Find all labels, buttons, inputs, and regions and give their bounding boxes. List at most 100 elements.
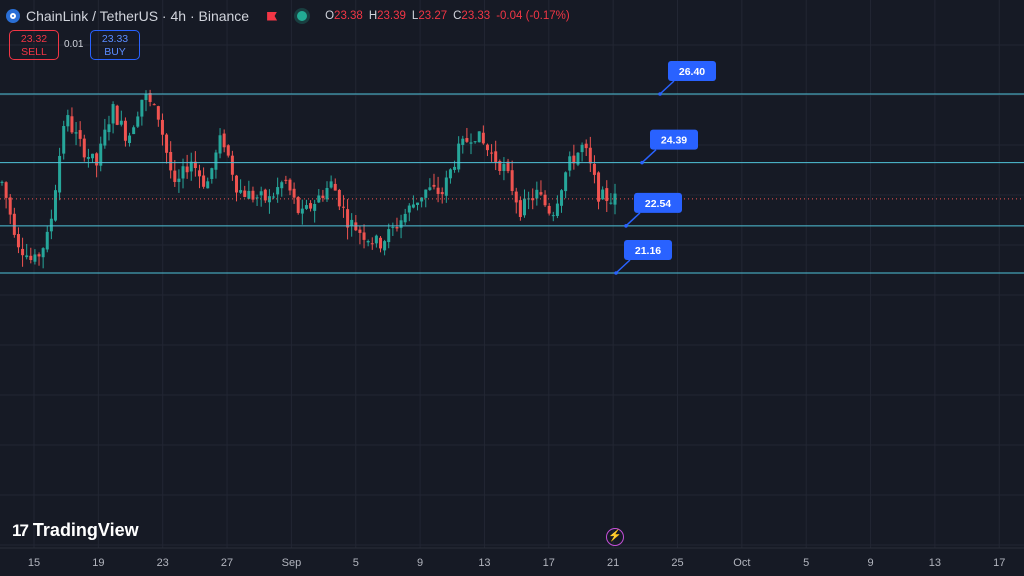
candle-body — [481, 132, 485, 144]
candle-body — [547, 205, 551, 214]
candle-body — [255, 197, 259, 199]
candle-body — [461, 138, 465, 145]
candle-body — [366, 240, 370, 243]
candle-body — [304, 205, 308, 209]
level-callout-label: 21.16 — [635, 245, 661, 257]
candle-body — [387, 229, 391, 243]
candle-body — [428, 187, 432, 190]
candle-body — [436, 187, 440, 194]
candle-body — [49, 218, 53, 232]
candle-body — [494, 151, 498, 163]
candle-body — [74, 132, 78, 134]
candle-body — [601, 189, 605, 200]
candle-body — [543, 194, 547, 206]
candle-body — [317, 195, 321, 203]
x-tick-label: Sep — [282, 557, 302, 569]
candlestick-series — [0, 89, 617, 269]
candle-body — [477, 131, 481, 143]
candle-body — [395, 227, 399, 229]
candle-body — [572, 155, 576, 164]
lightning-icon[interactable]: ⚡ — [606, 528, 624, 546]
candle-body — [374, 235, 378, 244]
candle-body — [95, 153, 99, 166]
candle-body — [502, 164, 506, 171]
candle-body — [247, 190, 251, 199]
callout-anchor — [658, 92, 662, 96]
candle-body — [296, 197, 300, 213]
candle-body — [16, 234, 20, 248]
tradingview-logo-icon: 17 — [12, 520, 29, 540]
candle-body — [362, 232, 366, 240]
candle-body — [123, 120, 127, 141]
x-tick-label: 15 — [28, 557, 40, 569]
candle-body — [152, 104, 156, 106]
sell-price: 23.32 — [20, 33, 48, 45]
candle-body — [53, 190, 57, 221]
x-tick-label: 21 — [607, 557, 619, 569]
x-tick-label: 19 — [92, 557, 104, 569]
callout-connector — [641, 149, 657, 164]
candle-body — [568, 156, 572, 171]
candle-body — [206, 181, 210, 189]
time-axis: 15 19 23 27 Sep 5 9 13 17 21 25 Oct 5 9 13 17 — [0, 547, 1024, 569]
candle-body — [62, 126, 66, 154]
candle-body — [564, 172, 568, 192]
sell-button[interactable]: 23.32 SELL — [9, 30, 59, 60]
symbol-title[interactable]: ChainLink / TetherUS · 4h · Binance — [26, 8, 250, 24]
candle-body — [267, 196, 271, 203]
candle-body — [551, 215, 555, 217]
candle-body — [288, 179, 292, 191]
buy-price: 23.33 — [101, 33, 129, 45]
candle-body — [292, 188, 296, 198]
flag-icon[interactable] — [267, 11, 278, 21]
candle-body — [576, 152, 580, 165]
candle-body — [222, 133, 226, 148]
candle-body — [321, 195, 325, 199]
candle-body — [383, 241, 387, 251]
candle-body — [37, 254, 41, 257]
ohlc-readout: O23.38 H23.39 L23.27 C23.33 -0.04 (-0.17… — [325, 10, 570, 22]
candle-body — [107, 124, 111, 133]
candle-body — [333, 183, 337, 191]
candle-body — [165, 134, 169, 153]
candle-body — [584, 143, 588, 149]
candle-body — [144, 94, 148, 101]
candle-body — [522, 198, 526, 216]
x-tick-label: 9 — [867, 557, 873, 569]
buy-button[interactable]: 23.33 BUY — [90, 30, 140, 60]
x-tick-label: 13 — [478, 557, 490, 569]
candle-body — [341, 206, 345, 208]
candle-body — [173, 170, 177, 182]
candle-body — [399, 220, 403, 228]
candle-body — [337, 189, 341, 207]
candle-body — [592, 163, 596, 175]
x-tick-label: 17 — [543, 557, 555, 569]
candle-body — [169, 151, 173, 171]
candle-body — [78, 130, 82, 139]
candle-body — [8, 197, 12, 215]
candle-body — [189, 161, 193, 172]
x-tick-label: 23 — [157, 557, 169, 569]
candle-body — [424, 189, 428, 198]
candle-body — [514, 191, 518, 203]
candle-body — [132, 127, 136, 135]
candle-body — [465, 138, 469, 142]
candle-body — [272, 196, 276, 198]
candle-body — [33, 254, 37, 262]
candle-body — [239, 190, 243, 193]
candle-body — [370, 243, 374, 245]
level-callout — [650, 129, 698, 150]
tradingview-logo[interactable]: 17 TradingView — [12, 520, 139, 541]
candle-body — [276, 187, 280, 195]
candle-body — [4, 182, 8, 198]
x-tick-label: 5 — [803, 557, 809, 569]
candle-body — [329, 181, 333, 188]
candle-body — [485, 144, 489, 151]
candle-body — [202, 175, 206, 187]
candle-body — [346, 209, 350, 228]
horizontal-levels[interactable]: 26.40 24.39 22.54 21.16 — [0, 61, 1024, 275]
candle-body — [490, 152, 494, 154]
callout-connector — [615, 259, 631, 274]
candle-body — [91, 153, 95, 159]
